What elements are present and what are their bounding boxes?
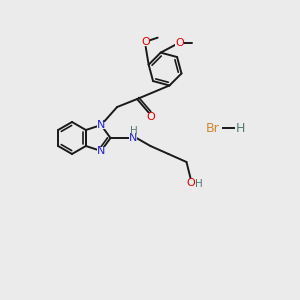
Text: N: N (97, 146, 105, 156)
Text: Br: Br (206, 122, 220, 134)
Text: N: N (97, 120, 105, 130)
Text: O: O (186, 178, 195, 188)
Bar (97, 122, 105, 129)
Text: O: O (175, 38, 184, 48)
Bar (141, 38, 150, 46)
Bar (186, 179, 195, 187)
Bar (97, 147, 105, 155)
Text: O: O (141, 37, 150, 47)
Text: H: H (130, 126, 137, 136)
Bar (130, 134, 137, 142)
Bar (175, 39, 184, 46)
Text: N: N (129, 133, 138, 143)
Text: H: H (195, 179, 203, 189)
Bar (147, 113, 156, 121)
Text: H: H (235, 122, 245, 134)
Text: O: O (147, 112, 155, 122)
